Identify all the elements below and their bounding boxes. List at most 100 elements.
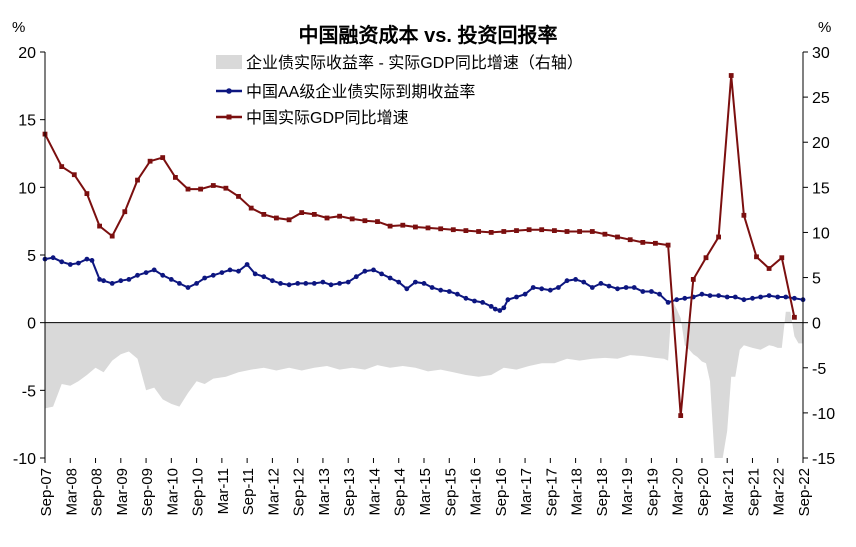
point-aa-yield bbox=[480, 300, 485, 305]
point-aa-yield bbox=[488, 304, 494, 309]
x-tick-label: Sep-22 bbox=[796, 468, 813, 516]
x-tick-label: Mar-19 bbox=[619, 468, 636, 516]
point-gdp bbox=[173, 175, 178, 180]
point-aa-yield bbox=[758, 294, 763, 300]
point-aa-yield bbox=[404, 286, 410, 292]
point-gdp bbox=[476, 229, 481, 234]
point-aa-yield bbox=[750, 295, 755, 301]
point-gdp bbox=[741, 212, 747, 218]
left-tick-label: 10 bbox=[18, 180, 36, 197]
point-aa-yield bbox=[623, 285, 629, 290]
x-tick-label: Mar-08 bbox=[63, 468, 80, 516]
point-aa-yield bbox=[615, 286, 620, 292]
point-aa-yield bbox=[135, 272, 140, 278]
right-tick-label: -5 bbox=[812, 361, 826, 378]
point-gdp bbox=[703, 255, 709, 261]
right-tick-label: -15 bbox=[812, 451, 835, 468]
right-tick-label: 15 bbox=[812, 180, 830, 197]
point-aa-yield bbox=[674, 297, 680, 303]
x-tick-label: Sep-15 bbox=[442, 468, 459, 516]
point-gdp bbox=[84, 191, 90, 196]
point-aa-yield bbox=[185, 285, 191, 290]
point-aa-yield bbox=[606, 283, 612, 289]
point-aa-yield bbox=[492, 306, 498, 312]
point-aa-yield bbox=[244, 262, 250, 267]
x-tick-label: Mar-12 bbox=[265, 468, 282, 516]
legend-label-2: 中国实际GDP同比增速 bbox=[246, 109, 409, 127]
point-gdp bbox=[299, 210, 305, 215]
point-gdp bbox=[122, 209, 128, 215]
point-aa-yield bbox=[497, 308, 503, 313]
point-gdp bbox=[147, 158, 153, 164]
point-gdp bbox=[160, 155, 166, 160]
point-aa-yield bbox=[707, 293, 713, 298]
point-aa-yield bbox=[514, 294, 519, 300]
point-gdp bbox=[514, 228, 519, 233]
point-aa-yield bbox=[168, 277, 174, 282]
chart-title: 中国融资成本 vs. 投资回报率 bbox=[299, 23, 558, 47]
point-gdp bbox=[198, 186, 203, 192]
point-aa-yield bbox=[657, 291, 662, 297]
point-aa-yield bbox=[97, 277, 102, 282]
point-gdp bbox=[678, 413, 684, 418]
x-tick-label: Sep-10 bbox=[190, 468, 207, 516]
point-aa-yield bbox=[76, 260, 81, 266]
point-gdp bbox=[577, 229, 582, 234]
point-aa-yield bbox=[311, 281, 317, 286]
x-tick-label: Mar-10 bbox=[164, 468, 181, 516]
series-line-2 bbox=[44, 75, 796, 416]
point-aa-yield bbox=[539, 286, 545, 292]
point-aa-yield bbox=[438, 287, 444, 293]
point-aa-yield bbox=[278, 281, 283, 286]
point-gdp bbox=[501, 229, 507, 234]
point-aa-yield bbox=[286, 282, 292, 288]
x-tick-label: Sep-08 bbox=[89, 468, 106, 516]
point-aa-yield bbox=[421, 281, 427, 286]
point-gdp bbox=[362, 218, 368, 224]
left-tick-label: 20 bbox=[18, 45, 36, 62]
left-tick-label: -5 bbox=[22, 383, 36, 400]
right-tick-label: 0 bbox=[812, 316, 821, 333]
left-tick-label: 0 bbox=[27, 316, 36, 333]
legend-label-1: 中国AA级企业债实际到期收益率 bbox=[246, 83, 475, 101]
point-aa-yield bbox=[379, 271, 384, 277]
x-tick-label: Sep-14 bbox=[392, 468, 409, 516]
point-aa-yield bbox=[581, 279, 587, 285]
point-gdp bbox=[552, 228, 557, 233]
point-aa-yield bbox=[337, 281, 342, 286]
legend: 企业债实际收益率 - 实际GDP同比增速（右轴） 中国AA级企业债实际到期收益率中… bbox=[216, 54, 583, 127]
x-tick-label: Mar-22 bbox=[771, 468, 788, 516]
point-aa-yield bbox=[766, 293, 772, 298]
point-gdp bbox=[135, 177, 140, 183]
x-tick-label: Sep-11 bbox=[240, 468, 257, 515]
point-gdp bbox=[400, 222, 406, 228]
point-aa-yield bbox=[101, 278, 106, 284]
point-gdp bbox=[109, 233, 115, 239]
point-gdp bbox=[261, 212, 267, 217]
point-aa-yield bbox=[732, 294, 738, 300]
right-tick-label: -10 bbox=[812, 406, 835, 423]
point-gdp bbox=[425, 225, 431, 231]
point-aa-yield bbox=[227, 267, 233, 273]
point-aa-yield bbox=[649, 289, 654, 294]
point-gdp bbox=[690, 277, 696, 282]
point-gdp bbox=[754, 254, 759, 260]
point-aa-yield bbox=[210, 272, 216, 278]
point-aa-yield bbox=[67, 262, 73, 267]
point-gdp bbox=[337, 213, 342, 219]
x-tick-label: Mar-13 bbox=[316, 468, 333, 516]
point-aa-yield bbox=[50, 255, 56, 261]
point-aa-yield bbox=[84, 256, 90, 262]
point-aa-yield bbox=[89, 258, 95, 263]
right-tick-label: 10 bbox=[812, 225, 830, 242]
point-gdp bbox=[640, 240, 646, 245]
point-aa-yield bbox=[353, 274, 359, 280]
point-aa-yield bbox=[429, 285, 435, 290]
point-gdp bbox=[324, 215, 330, 221]
area-spread bbox=[45, 300, 803, 458]
point-aa-yield bbox=[501, 305, 507, 311]
point-aa-yield bbox=[547, 287, 553, 293]
point-gdp bbox=[602, 231, 608, 237]
point-aa-yield bbox=[455, 291, 460, 297]
point-aa-yield bbox=[177, 281, 182, 286]
